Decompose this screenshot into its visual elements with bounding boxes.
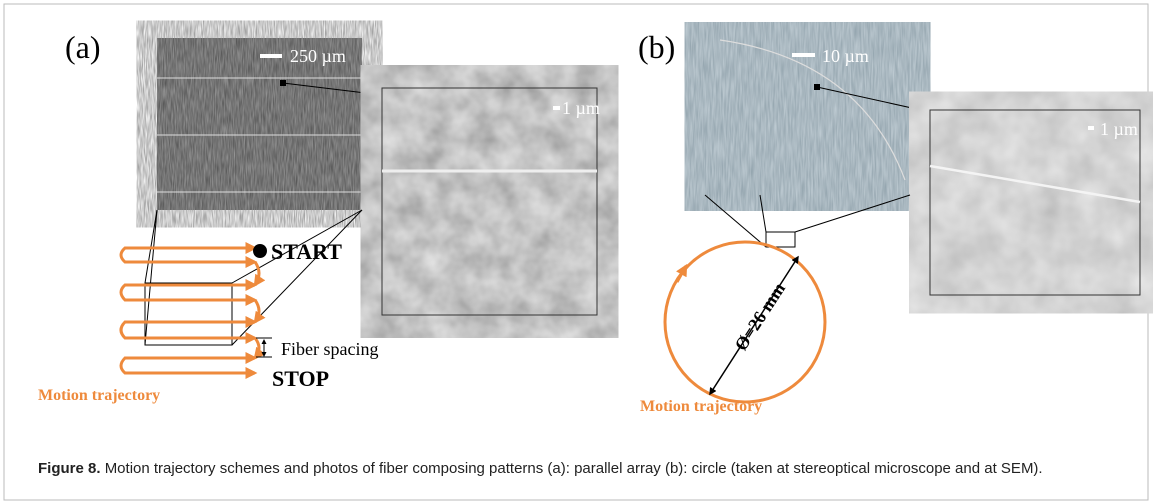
start-dot [253,244,267,258]
trajectory-label: Motion trajectory [38,387,160,404]
panel-label: (b) [638,29,675,65]
trajectory-arrow [677,266,686,282]
scale-label: 250 µm [290,46,346,66]
figure: (a) 250 µm 1 µm START Fiber spacing STOP… [0,0,1153,504]
start-label: START [271,239,342,264]
figure-graphic: (a) 250 µm 1 µm START Fiber spacing STOP… [0,0,1153,504]
caption-label: Figure 8. [38,460,101,477]
scale-label: 10 µm [822,46,869,66]
optical-photo [705,38,910,195]
sem-photo [382,88,597,315]
trajectory-label: Motion trajectory [640,398,762,415]
scale-label: 1 µm [1100,119,1138,139]
zoom-frame [145,210,362,345]
caption-text: Motion trajectory schemes and photos of … [105,460,1043,477]
zoom-frame [705,195,910,247]
stop-label: STOP [272,366,329,391]
scale-label: 1 µm [562,98,600,118]
trajectory [121,248,259,373]
diameter-label: Ø=26 mm [731,279,790,354]
panel-label: (a) [65,29,101,65]
caption: Figure 8. Motion trajectory schemes and … [38,458,1118,480]
spacing-label: Fiber spacing [281,339,378,359]
